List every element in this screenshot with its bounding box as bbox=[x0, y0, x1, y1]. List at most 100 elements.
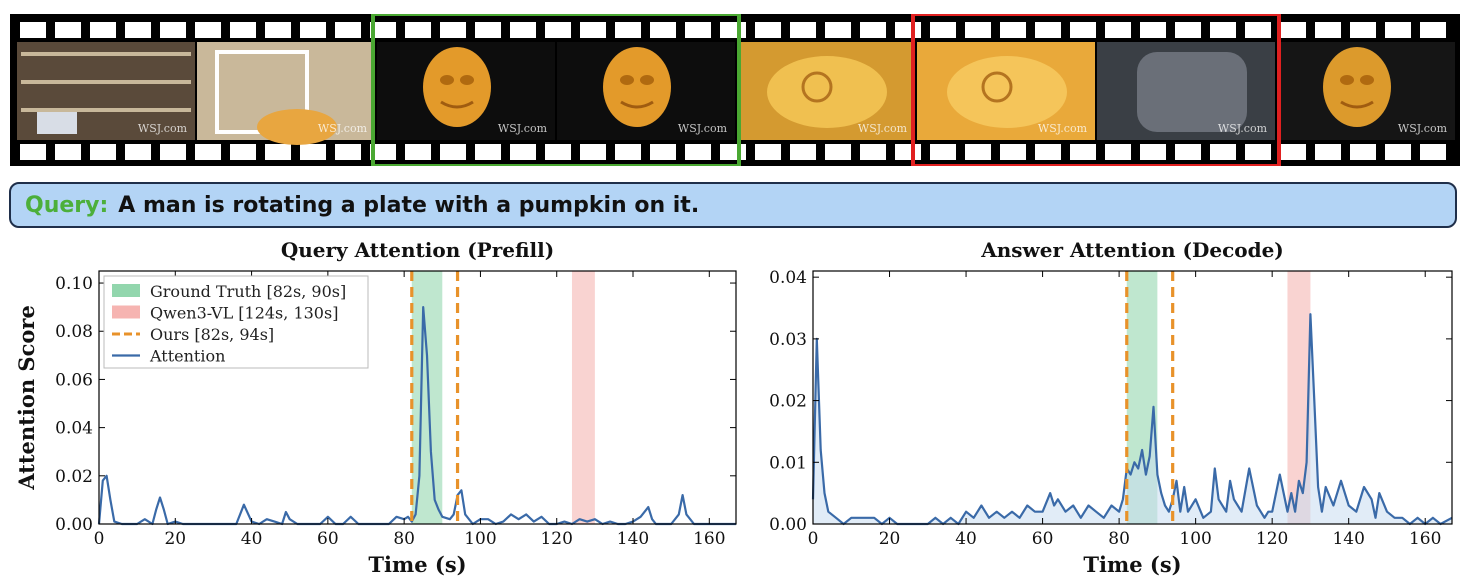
sprocket-hole bbox=[545, 22, 571, 38]
sprocket-hole bbox=[1280, 144, 1306, 160]
sprocket-hole bbox=[440, 22, 466, 38]
sprocket-hole bbox=[685, 144, 711, 160]
sprocket-hole bbox=[55, 22, 81, 38]
y-tick-label: 0.01 bbox=[769, 453, 807, 473]
sprocket-hole bbox=[825, 22, 851, 38]
y-tick-label: 0.03 bbox=[769, 330, 807, 350]
frame-watermark: WSJ.com bbox=[678, 122, 728, 135]
sprocket-hole bbox=[650, 144, 676, 160]
chart-title: Answer Attention (Decode) bbox=[980, 238, 1284, 262]
legend-swatch bbox=[112, 305, 140, 319]
pumpkin-eye bbox=[460, 75, 474, 85]
sprocket-hole bbox=[1245, 22, 1271, 38]
sprocket-hole bbox=[1070, 22, 1096, 38]
tv-screen bbox=[37, 112, 77, 134]
sprocket-hole bbox=[860, 144, 886, 160]
sprocket-hole bbox=[615, 144, 641, 160]
pumpkin-eye bbox=[1340, 75, 1354, 85]
sprocket-hole bbox=[230, 22, 256, 38]
pumpkin-eye bbox=[640, 75, 654, 85]
y-tick-label: 0.02 bbox=[55, 467, 93, 487]
sprocket-hole bbox=[1210, 144, 1236, 160]
answer-attention-chart: Answer Attention (Decode) 0 20 40 60 80 100 120… bbox=[769, 238, 1453, 577]
frame-watermark: WSJ.com bbox=[138, 122, 188, 135]
sprocket-hole bbox=[1385, 22, 1411, 38]
y-axis-label: Attention Score bbox=[14, 305, 39, 491]
pumpkin-closeup-shape bbox=[767, 56, 887, 128]
x-tick-label: 140 bbox=[1332, 529, 1364, 549]
sprocket-hole bbox=[265, 144, 291, 160]
sprocket-hole bbox=[475, 144, 501, 160]
sprocket-hole bbox=[965, 144, 991, 160]
sprocket-hole bbox=[405, 144, 431, 160]
sprocket-hole bbox=[580, 22, 606, 38]
frame-watermark: WSJ.com bbox=[498, 122, 548, 135]
sprocket-hole bbox=[580, 144, 606, 160]
sprocket-hole bbox=[1105, 22, 1131, 38]
pumpkin-shape bbox=[1323, 47, 1391, 127]
x-tick-label: 160 bbox=[1409, 529, 1441, 549]
legend-label: Ground Truth [82s, 90s] bbox=[150, 282, 346, 301]
plot-frame bbox=[98, 270, 737, 525]
sprocket-hole bbox=[930, 22, 956, 38]
shirt-shape bbox=[1137, 52, 1247, 132]
pumpkin-shape bbox=[423, 47, 491, 127]
film-frames: WSJ.com WSJ.com WSJ.com WSJ.com WSJ.com WSJ.c… bbox=[17, 42, 1455, 145]
x-tick-label: 80 bbox=[1108, 529, 1130, 549]
sprocket-hole bbox=[1105, 144, 1131, 160]
shelf-line bbox=[21, 80, 191, 84]
sprocket-hole bbox=[230, 144, 256, 160]
y-tick-label: 0.04 bbox=[769, 268, 807, 288]
sprocket-hole bbox=[895, 144, 921, 160]
sprocket-hole bbox=[1280, 22, 1306, 38]
pumpkin-shape bbox=[257, 109, 337, 145]
sprocket-hole bbox=[685, 22, 711, 38]
sprocket-hole bbox=[1245, 144, 1271, 160]
x-tick-label: 0 bbox=[94, 529, 105, 549]
x-tick-label: 0 bbox=[808, 529, 819, 549]
x-tick-label: 40 bbox=[955, 529, 977, 549]
query-attention-chart: Query Attention (Prefill) 0 20 40 60 80 100 120… bbox=[14, 238, 737, 577]
sprocket-hole bbox=[650, 22, 676, 38]
frame-watermark: WSJ.com bbox=[1398, 122, 1448, 135]
sprocket-hole bbox=[1420, 22, 1446, 38]
pumpkin-eye bbox=[1360, 75, 1374, 85]
sprocket-hole bbox=[720, 22, 746, 38]
sprocket-hole bbox=[720, 144, 746, 160]
sprocket-hole bbox=[510, 22, 536, 38]
sprocket-hole bbox=[930, 144, 956, 160]
x-tick-label: 120 bbox=[1256, 529, 1288, 549]
plot-frame bbox=[812, 270, 1453, 525]
x-tick-label: 40 bbox=[241, 529, 263, 549]
sprocket-hole bbox=[1035, 22, 1061, 38]
legend-swatch bbox=[112, 284, 140, 297]
sprocket-hole bbox=[1210, 22, 1236, 38]
legend: Ground Truth [82s, 90s] Qwen3-VL [124s, 1… bbox=[103, 275, 369, 369]
x-tick-label: 60 bbox=[1032, 529, 1054, 549]
sprocket-hole bbox=[1350, 144, 1376, 160]
interval-span bbox=[411, 271, 443, 524]
x-tick-label: 20 bbox=[164, 529, 186, 549]
sprocket-hole bbox=[300, 144, 326, 160]
sprocket-hole bbox=[1315, 144, 1341, 160]
legend-label: Attention bbox=[149, 347, 225, 366]
shelf-line bbox=[21, 52, 191, 56]
legend-label: Qwen3-VL [124s, 130s] bbox=[150, 304, 338, 323]
sprocket-hole bbox=[125, 22, 151, 38]
sprocket-hole bbox=[335, 144, 361, 160]
x-tick-label: 100 bbox=[464, 529, 496, 549]
query-box: Query: A man is rotating a plate with a … bbox=[9, 182, 1457, 228]
x-tick-label: 140 bbox=[617, 529, 649, 549]
pumpkin-mouth bbox=[620, 100, 654, 109]
sprocket-hole bbox=[965, 22, 991, 38]
sprocket-hole bbox=[1070, 144, 1096, 160]
sprocket-hole bbox=[860, 22, 886, 38]
x-axis-label: Time (s) bbox=[1083, 552, 1181, 577]
attention-line bbox=[811, 313, 1453, 526]
sprocket-hole bbox=[1420, 144, 1446, 160]
sprocket-hole bbox=[370, 22, 396, 38]
x-tick-label: 100 bbox=[1179, 529, 1211, 549]
sprocket-hole bbox=[895, 22, 921, 38]
sprocket-hole bbox=[195, 22, 221, 38]
frame-watermark: WSJ.com bbox=[318, 122, 368, 135]
